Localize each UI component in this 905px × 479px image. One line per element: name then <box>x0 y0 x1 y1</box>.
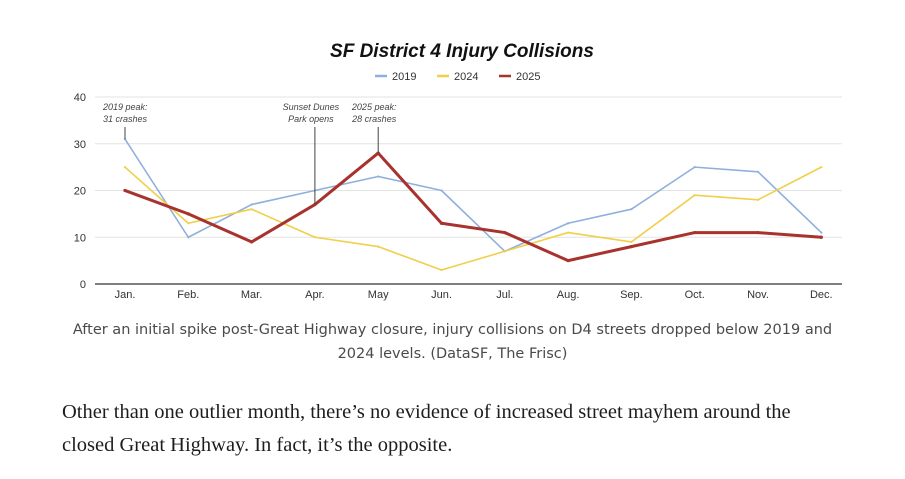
x-tick-label: Mar. <box>241 289 262 301</box>
y-axis-ticks: 0 10 20 30 40 <box>74 92 86 291</box>
data-point-2019 <box>567 222 570 225</box>
x-axis-ticks: Jan. Feb. Mar. Apr. May Jun. Jul. Aug. Sep. Oct. N… <box>115 289 833 301</box>
data-point-2024 <box>187 222 190 225</box>
data-point-2025 <box>819 235 823 239</box>
data-point-2024 <box>820 166 823 169</box>
data-point-2025 <box>439 221 444 225</box>
data-point-2019 <box>440 189 443 192</box>
data-point-2019 <box>820 231 823 234</box>
x-tick-label: May <box>368 289 389 301</box>
x-tick-label: Apr. <box>305 289 325 301</box>
data-point-2025 <box>566 259 570 263</box>
legend-label-2024: 2024 <box>454 71 478 83</box>
line-chart: SF District 4 Injury Collisions 2019 2024… <box>74 41 842 301</box>
data-point-2025 <box>186 212 190 216</box>
chart-legend: 2019 2024 2025 <box>375 71 540 83</box>
x-tick-label: Aug. <box>557 289 580 301</box>
data-point-2019 <box>187 236 190 239</box>
data-point-2019 <box>630 208 633 211</box>
data-point-2019 <box>250 203 253 206</box>
series-line-2024 <box>124 166 823 271</box>
legend-label-2025: 2025 <box>516 71 540 83</box>
data-point-2025 <box>503 230 507 235</box>
data-point-2024 <box>693 194 696 197</box>
annotation-text: 28 crashes <box>351 114 397 124</box>
x-tick-label: Jun. <box>431 289 452 301</box>
y-tick-label: 30 <box>74 139 86 151</box>
data-point-2024 <box>250 208 253 211</box>
x-tick-label: Dec. <box>810 289 833 301</box>
annotation-2019-peak: 2019 peak: 31 crashes <box>102 102 148 140</box>
data-point-2024 <box>756 198 760 201</box>
x-tick-label: Jul. <box>496 289 513 301</box>
annotation-text: Park opens <box>288 114 334 124</box>
article-paragraph: Other than one outlier month, there’s no… <box>62 401 791 456</box>
annotation-sunset-dunes: Sunset Dunes Park opens <box>283 102 340 205</box>
annotation-2025-peak: 2025 peak: 28 crashes <box>351 102 397 154</box>
data-point-2019 <box>693 166 696 169</box>
data-point-2025 <box>250 240 254 244</box>
data-point-2019 <box>377 175 380 178</box>
data-point-2025 <box>629 245 634 249</box>
data-point-2024 <box>440 268 443 272</box>
chart-grid <box>95 96 842 285</box>
annotation-text: 2019 peak: <box>102 102 148 112</box>
data-point-2025 <box>756 230 760 235</box>
x-tick-label: Feb. <box>177 289 199 301</box>
data-point-2024 <box>567 231 570 234</box>
data-point-2024 <box>313 236 316 239</box>
data-point-2025 <box>693 230 697 235</box>
x-tick-label: Jan. <box>115 289 136 301</box>
series-line-2025 <box>123 151 823 263</box>
data-point-2024 <box>123 166 127 169</box>
x-tick-label: Nov. <box>747 289 769 301</box>
y-tick-label: 40 <box>74 92 86 104</box>
annotation-text: 31 crashes <box>103 114 148 124</box>
data-point-2024 <box>630 240 633 244</box>
chart-annotations: 2019 peak: 31 crashes Sunset Dunes Park ope… <box>102 102 397 205</box>
chart-title: SF District 4 Injury Collisions <box>330 41 594 62</box>
y-tick-label: 0 <box>80 279 86 291</box>
data-point-2024 <box>377 245 380 248</box>
x-tick-label: Sep. <box>620 289 643 301</box>
annotation-text: 2025 peak: <box>351 102 397 112</box>
data-point-2024 <box>503 250 506 253</box>
y-tick-label: 10 <box>74 232 86 244</box>
data-point-2019 <box>756 170 760 173</box>
chart-caption: After an initial spike post-Great Highwa… <box>72 322 833 362</box>
y-tick-label: 20 <box>74 186 86 198</box>
annotation-text: Sunset Dunes <box>283 102 340 112</box>
chart-series <box>123 137 823 272</box>
data-point-2025 <box>123 188 127 193</box>
x-tick-label: Oct. <box>685 289 705 301</box>
series-line-2019 <box>124 138 823 253</box>
legend-label-2019: 2019 <box>392 71 416 83</box>
